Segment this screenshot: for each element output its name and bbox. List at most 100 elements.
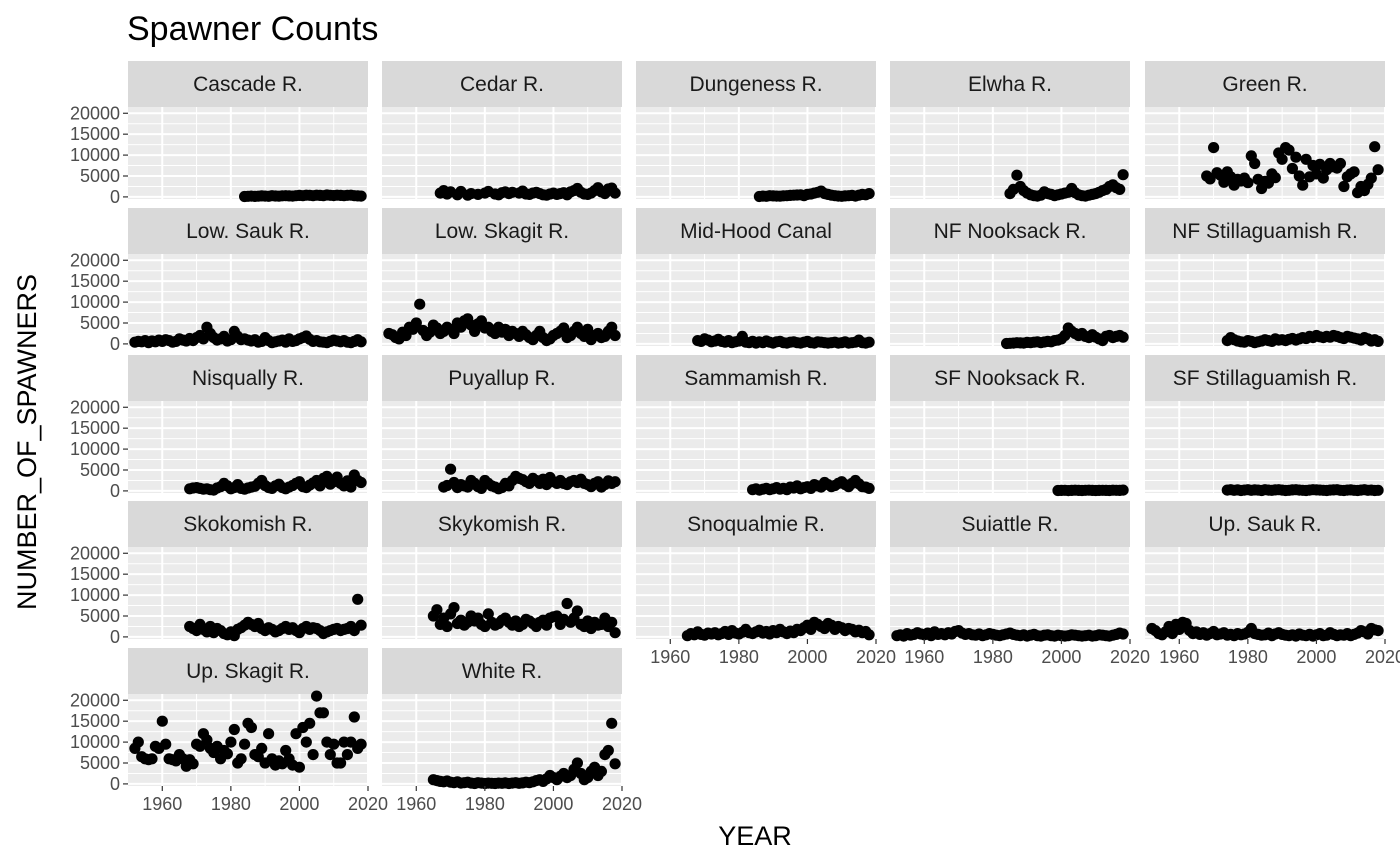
panel-background <box>636 401 876 493</box>
facet-strip-label: Elwha R. <box>968 73 1052 96</box>
y-tick-label: 5000 <box>80 166 120 186</box>
panel-background <box>382 107 622 199</box>
facet-strip-label: Sammamish R. <box>684 367 828 390</box>
data-point <box>558 322 570 334</box>
data-point <box>1369 141 1381 153</box>
facet-strip-label: Up. Sauk R. <box>1208 513 1321 536</box>
data-point <box>863 482 875 494</box>
data-point <box>431 604 443 616</box>
data-point <box>571 757 584 769</box>
x-tick-label: 1960 <box>650 647 690 667</box>
data-point <box>1117 169 1129 181</box>
facet-strip <box>382 355 622 401</box>
data-point <box>445 463 457 475</box>
data-point <box>307 749 319 761</box>
data-point <box>304 717 316 729</box>
data-point <box>328 738 340 750</box>
y-axis-title: NUMBER_OF_SPAWNERS <box>12 274 42 610</box>
data-point <box>1348 166 1360 178</box>
data-point <box>1117 331 1129 343</box>
data-point <box>606 616 618 628</box>
facet-strip-label: Cedar R. <box>460 73 544 96</box>
facet-strip <box>636 355 876 401</box>
y-tick-label: 10000 <box>70 585 120 605</box>
data-point <box>352 593 364 605</box>
facet-panel: NF Nooksack R. <box>890 208 1131 350</box>
data-point <box>1293 170 1305 182</box>
y-tick-label: 0 <box>110 334 120 354</box>
data-point <box>448 602 460 614</box>
data-point <box>482 608 494 620</box>
y-tick-label: 10000 <box>70 292 120 312</box>
x-tick-label: 2020 <box>602 794 642 814</box>
facet-strip <box>890 208 1130 254</box>
data-point <box>235 753 247 765</box>
panel-background <box>890 401 1130 493</box>
x-tick-label: 1960 <box>396 794 436 814</box>
x-tick-label: 2020 <box>1110 647 1150 667</box>
facet-panel: Mid-Hood Canal <box>636 208 877 349</box>
facet-strip-label: Suiattle R. <box>962 513 1059 536</box>
data-point <box>571 605 584 617</box>
facet-panel: SF Nooksack R. <box>890 355 1131 497</box>
chart-title: Spawner Counts <box>127 10 378 48</box>
facet-panel: Puyallup R. <box>382 355 623 495</box>
data-point <box>293 761 305 773</box>
facet-strip <box>1145 61 1385 107</box>
x-tick-label: 2000 <box>533 794 573 814</box>
data-point <box>335 757 347 769</box>
x-tick-label: 2020 <box>1365 647 1400 667</box>
data-point <box>595 765 608 778</box>
panel-background <box>636 107 876 199</box>
data-point <box>355 619 367 631</box>
facet-strip <box>890 501 1130 547</box>
y-tick-label: 15000 <box>70 124 120 144</box>
panel-background <box>1145 401 1385 493</box>
y-tick-label: 20000 <box>70 103 120 123</box>
data-point <box>160 738 172 750</box>
y-tick-label: 10000 <box>70 732 120 752</box>
facet-strip <box>382 61 622 107</box>
panel-background <box>890 107 1130 199</box>
data-point <box>1297 179 1309 191</box>
data-point <box>1283 144 1295 156</box>
x-tick-label: 1980 <box>211 794 251 814</box>
y-tick-label: 20000 <box>70 690 120 710</box>
data-point <box>1276 153 1288 165</box>
data-point <box>1334 157 1346 170</box>
data-point <box>225 736 237 748</box>
data-point <box>609 329 621 342</box>
x-tick-label: 1960 <box>142 794 182 814</box>
facet-strip-label: NF Stillaguamish R. <box>1172 220 1358 243</box>
data-point <box>1117 628 1129 640</box>
data-point <box>355 190 367 202</box>
facet-panel: White R. 1960 1980 2000 2020 <box>382 648 642 814</box>
x-tick-label: 1980 <box>465 794 505 814</box>
facet-strip-label: White R. <box>462 660 543 683</box>
facet-panel: Green R. <box>1145 61 1386 199</box>
facet-strip <box>128 648 368 694</box>
facet-strip-label: Skokomish R. <box>183 513 313 536</box>
facet-strip <box>636 208 876 254</box>
data-point <box>221 748 233 760</box>
x-tick-label: 1980 <box>973 647 1013 667</box>
data-point <box>311 690 323 702</box>
data-point <box>606 717 618 729</box>
data-point <box>256 742 268 755</box>
data-point <box>863 629 875 641</box>
x-tick-label: 1980 <box>719 647 759 667</box>
y-tick-label: 10000 <box>70 439 120 459</box>
y-tick-label: 5000 <box>80 460 120 480</box>
data-point <box>1317 172 1329 184</box>
facet-panel: Cedar R. <box>382 61 623 201</box>
facet-strip <box>636 61 876 107</box>
facet-strip-label: Cascade R. <box>193 73 303 96</box>
data-point <box>132 736 144 748</box>
data-point <box>602 744 614 757</box>
facet-strip <box>128 501 368 547</box>
x-tick-label: 2000 <box>787 647 827 667</box>
x-tick-label: 1960 <box>904 647 944 667</box>
